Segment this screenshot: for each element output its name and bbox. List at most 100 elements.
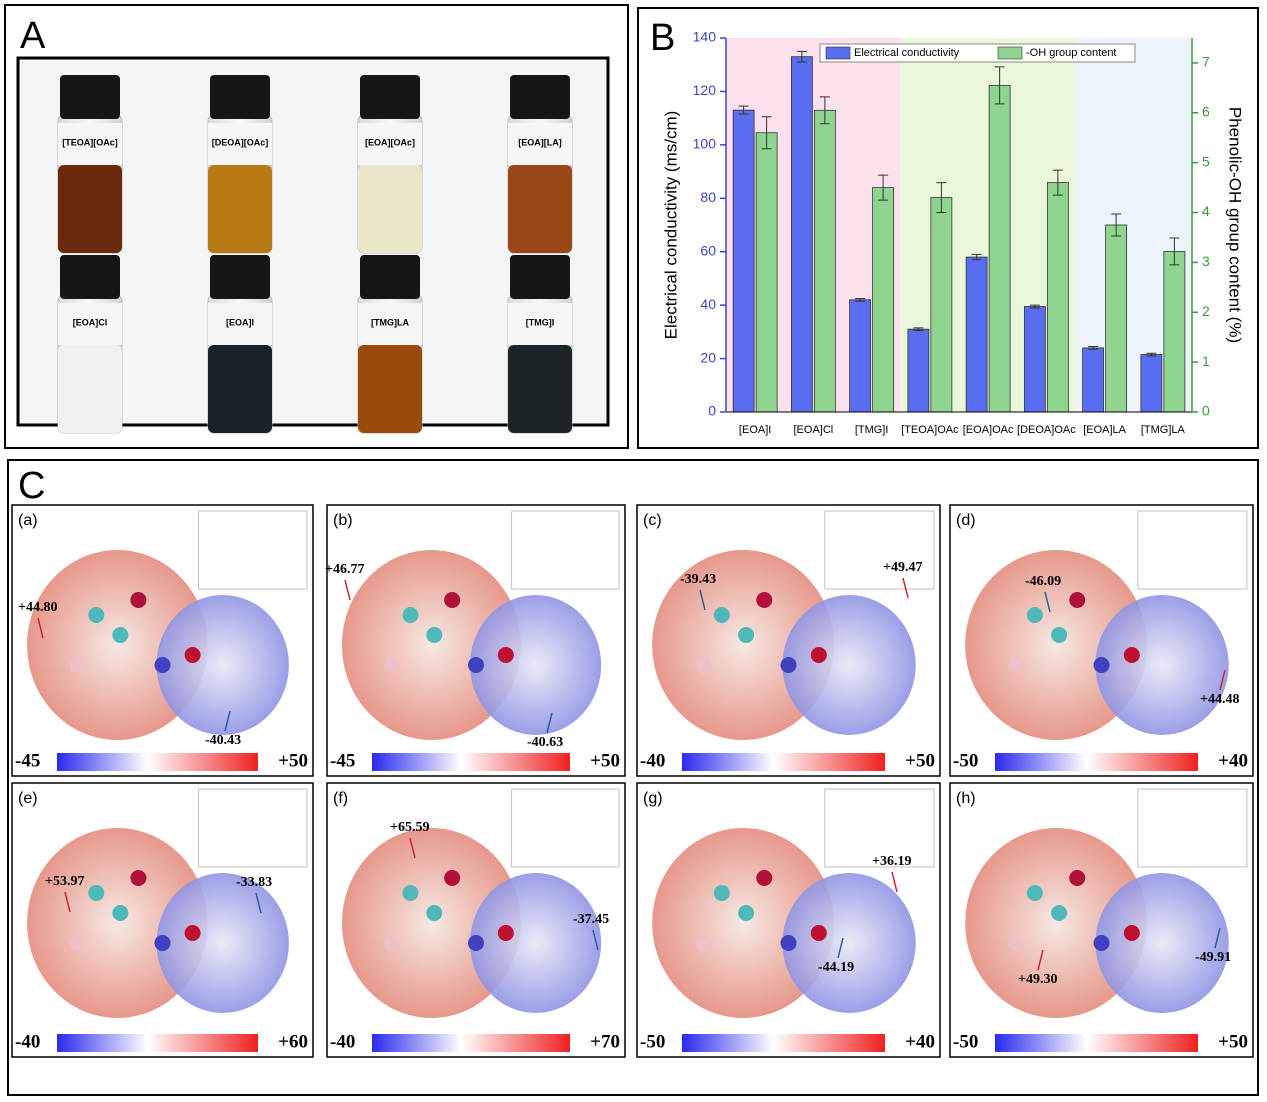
subpanel-label: (a) [18, 512, 38, 529]
subpanel-label: (e) [18, 790, 38, 807]
atom [112, 627, 129, 643]
y-axis-title: Electrical conductivity (ms/cm) [661, 111, 680, 340]
esp-annotation: +65.59 [390, 820, 429, 835]
atom [1008, 657, 1025, 673]
annotation-arrow [409, 837, 416, 859]
scale-max: +50 [590, 750, 620, 771]
vial-label-text: [DEOA][OAc] [212, 137, 269, 147]
error-bar [1029, 304, 1040, 309]
annotation-arrow [64, 891, 71, 913]
y-tick-label: 20 [700, 349, 716, 365]
y-tick-label: 120 [693, 82, 717, 98]
atom [88, 607, 105, 623]
color-bar [57, 1034, 258, 1052]
atom [468, 657, 484, 673]
panel-label: A [20, 15, 46, 57]
color-bar [995, 1034, 1198, 1052]
y-tick-label: 0 [708, 403, 716, 419]
annotation-arrow [1044, 591, 1051, 613]
scale-max: +50 [1218, 1031, 1248, 1052]
vial-liquid [508, 165, 572, 253]
error-bar [855, 297, 866, 302]
esp-surface [470, 595, 602, 735]
vial-liquid [208, 165, 272, 253]
atom [130, 870, 147, 886]
y2-axis-title: Phenolic-OH group content (%) [1226, 107, 1245, 343]
y-tick-label: 80 [700, 189, 716, 205]
bar [732, 109, 755, 413]
bar [965, 256, 988, 413]
scale-max: +40 [905, 1031, 935, 1052]
atom [810, 925, 827, 941]
annotation-arrow [255, 892, 262, 914]
bar [930, 197, 953, 413]
atom [1069, 870, 1086, 886]
atom [810, 647, 827, 663]
scale-max: +60 [278, 1031, 308, 1052]
legend-label: -OH group content [1026, 47, 1117, 59]
y-tick-label: 60 [700, 242, 716, 258]
panel-a-frame [4, 4, 629, 449]
bar [849, 299, 872, 413]
color-bar [372, 1034, 570, 1052]
atom [780, 657, 797, 673]
y2-tick-label: 0 [1202, 403, 1210, 419]
panel-c-frame [7, 459, 1259, 1096]
atom [88, 885, 105, 901]
bar [1046, 182, 1069, 413]
atom [756, 592, 773, 608]
subpanel-label: (g) [643, 790, 663, 807]
atom [184, 647, 201, 663]
vial-label [58, 123, 122, 165]
panel-label: B [650, 17, 675, 59]
vial-cap [510, 75, 570, 119]
error-bar [796, 50, 807, 63]
atom [1026, 885, 1043, 901]
esp-surface [1095, 873, 1229, 1013]
atom [1123, 647, 1140, 663]
atom [713, 885, 730, 901]
atom [402, 885, 419, 901]
vial-liquid [508, 345, 572, 433]
annotation-arrow [1214, 927, 1221, 949]
atom [1051, 627, 1068, 643]
atom [1069, 592, 1086, 608]
annotation-arrow [592, 929, 599, 951]
histogram-inset [824, 510, 935, 590]
vial-cap [60, 75, 120, 119]
atom [1051, 905, 1068, 921]
error-bar [819, 96, 830, 125]
esp-annotation: +44.48 [1200, 692, 1239, 707]
bar [872, 187, 895, 413]
vial-cap [60, 255, 120, 299]
bar [907, 328, 930, 413]
atom [738, 905, 755, 921]
vial-liquid [58, 165, 122, 253]
vial-cap [210, 255, 270, 299]
esp-surface [156, 873, 289, 1013]
esp-annotation: +36.19 [872, 854, 911, 869]
atom [384, 935, 401, 951]
histogram-inset [1137, 788, 1248, 868]
esp-annotation: -39.43 [680, 572, 716, 587]
atom [497, 925, 514, 941]
bar [1023, 306, 1046, 413]
esp-surface [782, 595, 916, 735]
subpanel-label: (h) [956, 790, 976, 807]
error-bar [913, 327, 924, 332]
vial-label-text: [EOA]I [226, 317, 254, 327]
vial-cap [360, 75, 420, 119]
esp-annotation: +44.80 [18, 600, 57, 615]
vial-label-text: [TMG]LA [371, 317, 409, 327]
atom [70, 935, 87, 951]
vial-label [208, 303, 272, 345]
bar [988, 84, 1011, 413]
annotation-arrow [1219, 669, 1226, 691]
esp-surface [156, 595, 289, 735]
esp-surface [470, 873, 602, 1013]
histogram-inset [1137, 510, 1248, 590]
scale-min: -45 [330, 750, 355, 771]
esp-surface [1095, 595, 1229, 735]
atom [695, 935, 712, 951]
